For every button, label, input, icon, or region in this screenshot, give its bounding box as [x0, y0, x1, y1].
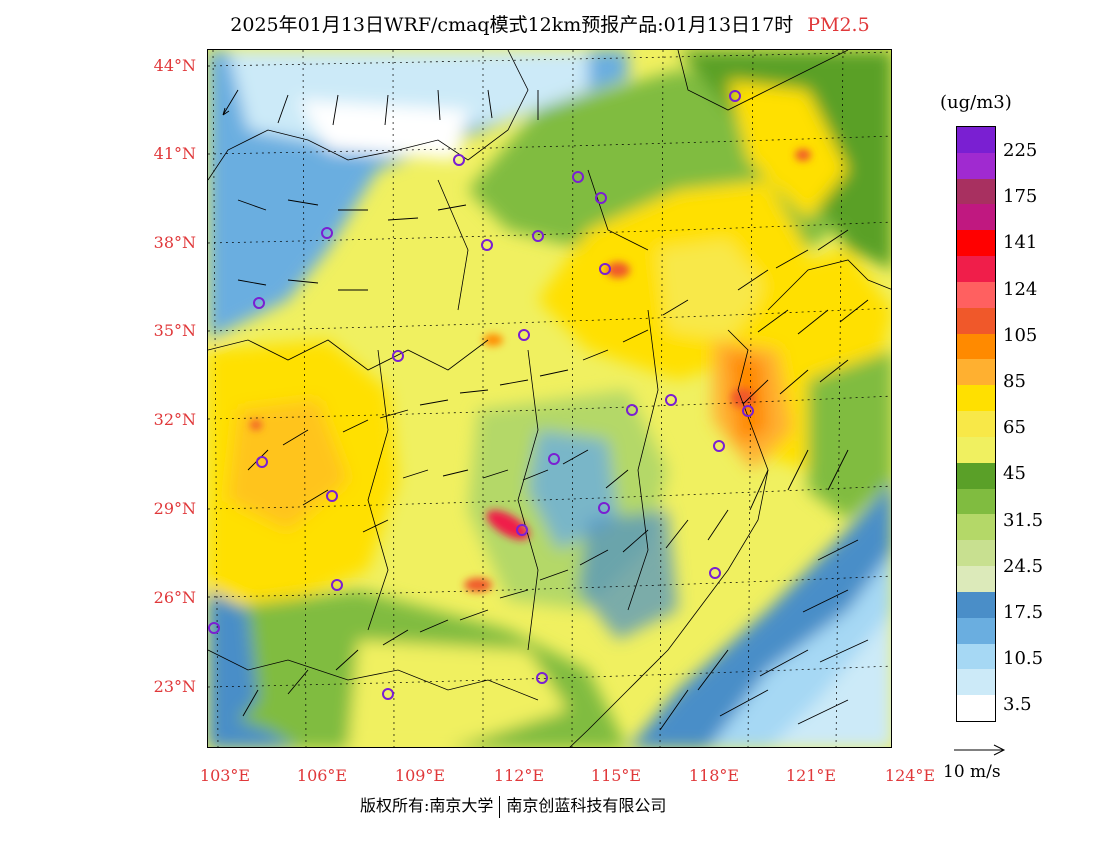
colorbar-level-label: 175 — [1003, 186, 1038, 208]
lat-label-38: 38°N — [153, 233, 196, 252]
lon-label-109: 109°E — [394, 766, 446, 785]
colorbar-segment — [957, 127, 995, 154]
colorbar-segment — [957, 462, 995, 490]
wind-reference-label: 10 m/s — [943, 762, 1001, 782]
colorbar-segment — [957, 488, 995, 515]
colorbar-segment — [957, 669, 995, 696]
colorbar-segment — [957, 591, 995, 619]
colorbar-segment — [957, 204, 995, 231]
colorbar-level-label: 10.5 — [1003, 648, 1044, 670]
colorbar-level-label: 3.5 — [1003, 694, 1032, 716]
colorbar-level-label: 105 — [1003, 324, 1038, 346]
lat-label-32: 32°N — [153, 410, 196, 429]
colorbar-level-label: 45 — [1003, 463, 1026, 485]
colorbar — [956, 126, 996, 722]
colorbar-segment — [957, 281, 995, 309]
lon-label-115: 115°E — [590, 766, 642, 785]
copyright-footer: 版权所有:南京大学 南京创蓝科技有限公司 — [360, 792, 666, 818]
colorbar-segment — [957, 643, 995, 670]
lon-label-118: 118°E — [688, 766, 740, 785]
colorbar-segment — [957, 307, 995, 335]
colorbar-segment — [957, 359, 995, 386]
colorbar-segment — [957, 152, 995, 180]
lon-label-112: 112°E — [493, 766, 545, 785]
colorbar-segment — [957, 514, 995, 541]
colorbar-segment — [957, 178, 995, 205]
colorbar-level-label: 24.5 — [1003, 555, 1044, 577]
colorbar-level-label: 65 — [1003, 417, 1026, 439]
lat-label-44: 44°N — [153, 56, 196, 75]
colorbar-level-label: 17.5 — [1003, 602, 1044, 623]
colorbar-level-label: 124 — [1003, 278, 1038, 300]
wind-reference-arrow — [954, 744, 1006, 756]
colorbar-segment — [957, 230, 995, 257]
title-main: 2025年01月13日WRF/cmaq模式12km预报产品:01月13日17时 — [230, 14, 794, 36]
colorbar-segment — [957, 385, 995, 412]
lon-label-103: 103°E — [199, 766, 251, 785]
lat-label-41: 41°N — [153, 144, 196, 163]
colorbar-segment — [957, 436, 995, 464]
lon-label-121: 121°E — [785, 766, 837, 785]
footer-divider — [499, 795, 501, 818]
lat-label-35: 35°N — [153, 321, 196, 340]
colorbar-unit: (ug/m3) — [940, 92, 1012, 113]
colorbar-segment — [957, 540, 995, 567]
colorbar-level-label: 31.5 — [1003, 509, 1044, 531]
lat-label-23: 23°N — [153, 677, 196, 696]
lat-label-26: 26°N — [153, 588, 196, 607]
colorbar-level-label: 85 — [1003, 371, 1026, 392]
colorbar-segment — [957, 566, 995, 593]
lat-label-29: 29°N — [153, 499, 196, 518]
colorbar-level-label: 225 — [1003, 140, 1038, 161]
colorbar-segment — [957, 333, 995, 360]
map-panel — [207, 49, 892, 748]
colorbar-level-label: 141 — [1003, 232, 1038, 254]
pollutant-label: PM2.5 — [807, 14, 870, 36]
colorbar-segment — [957, 617, 995, 644]
copyright-company: 南京创蓝科技有限公司 — [506, 796, 667, 815]
lon-label-106: 106°E — [296, 766, 348, 785]
map-title: 2025年01月13日WRF/cmaq模式12km预报产品:01月13日17时 P… — [0, 10, 1100, 37]
copyright-owner: 版权所有:南京大学 — [360, 796, 494, 815]
colorbar-segment — [957, 411, 995, 438]
colorbar-segment — [957, 256, 995, 283]
lon-label-124: 124°E — [884, 766, 936, 785]
colorbar-segment — [957, 695, 995, 722]
